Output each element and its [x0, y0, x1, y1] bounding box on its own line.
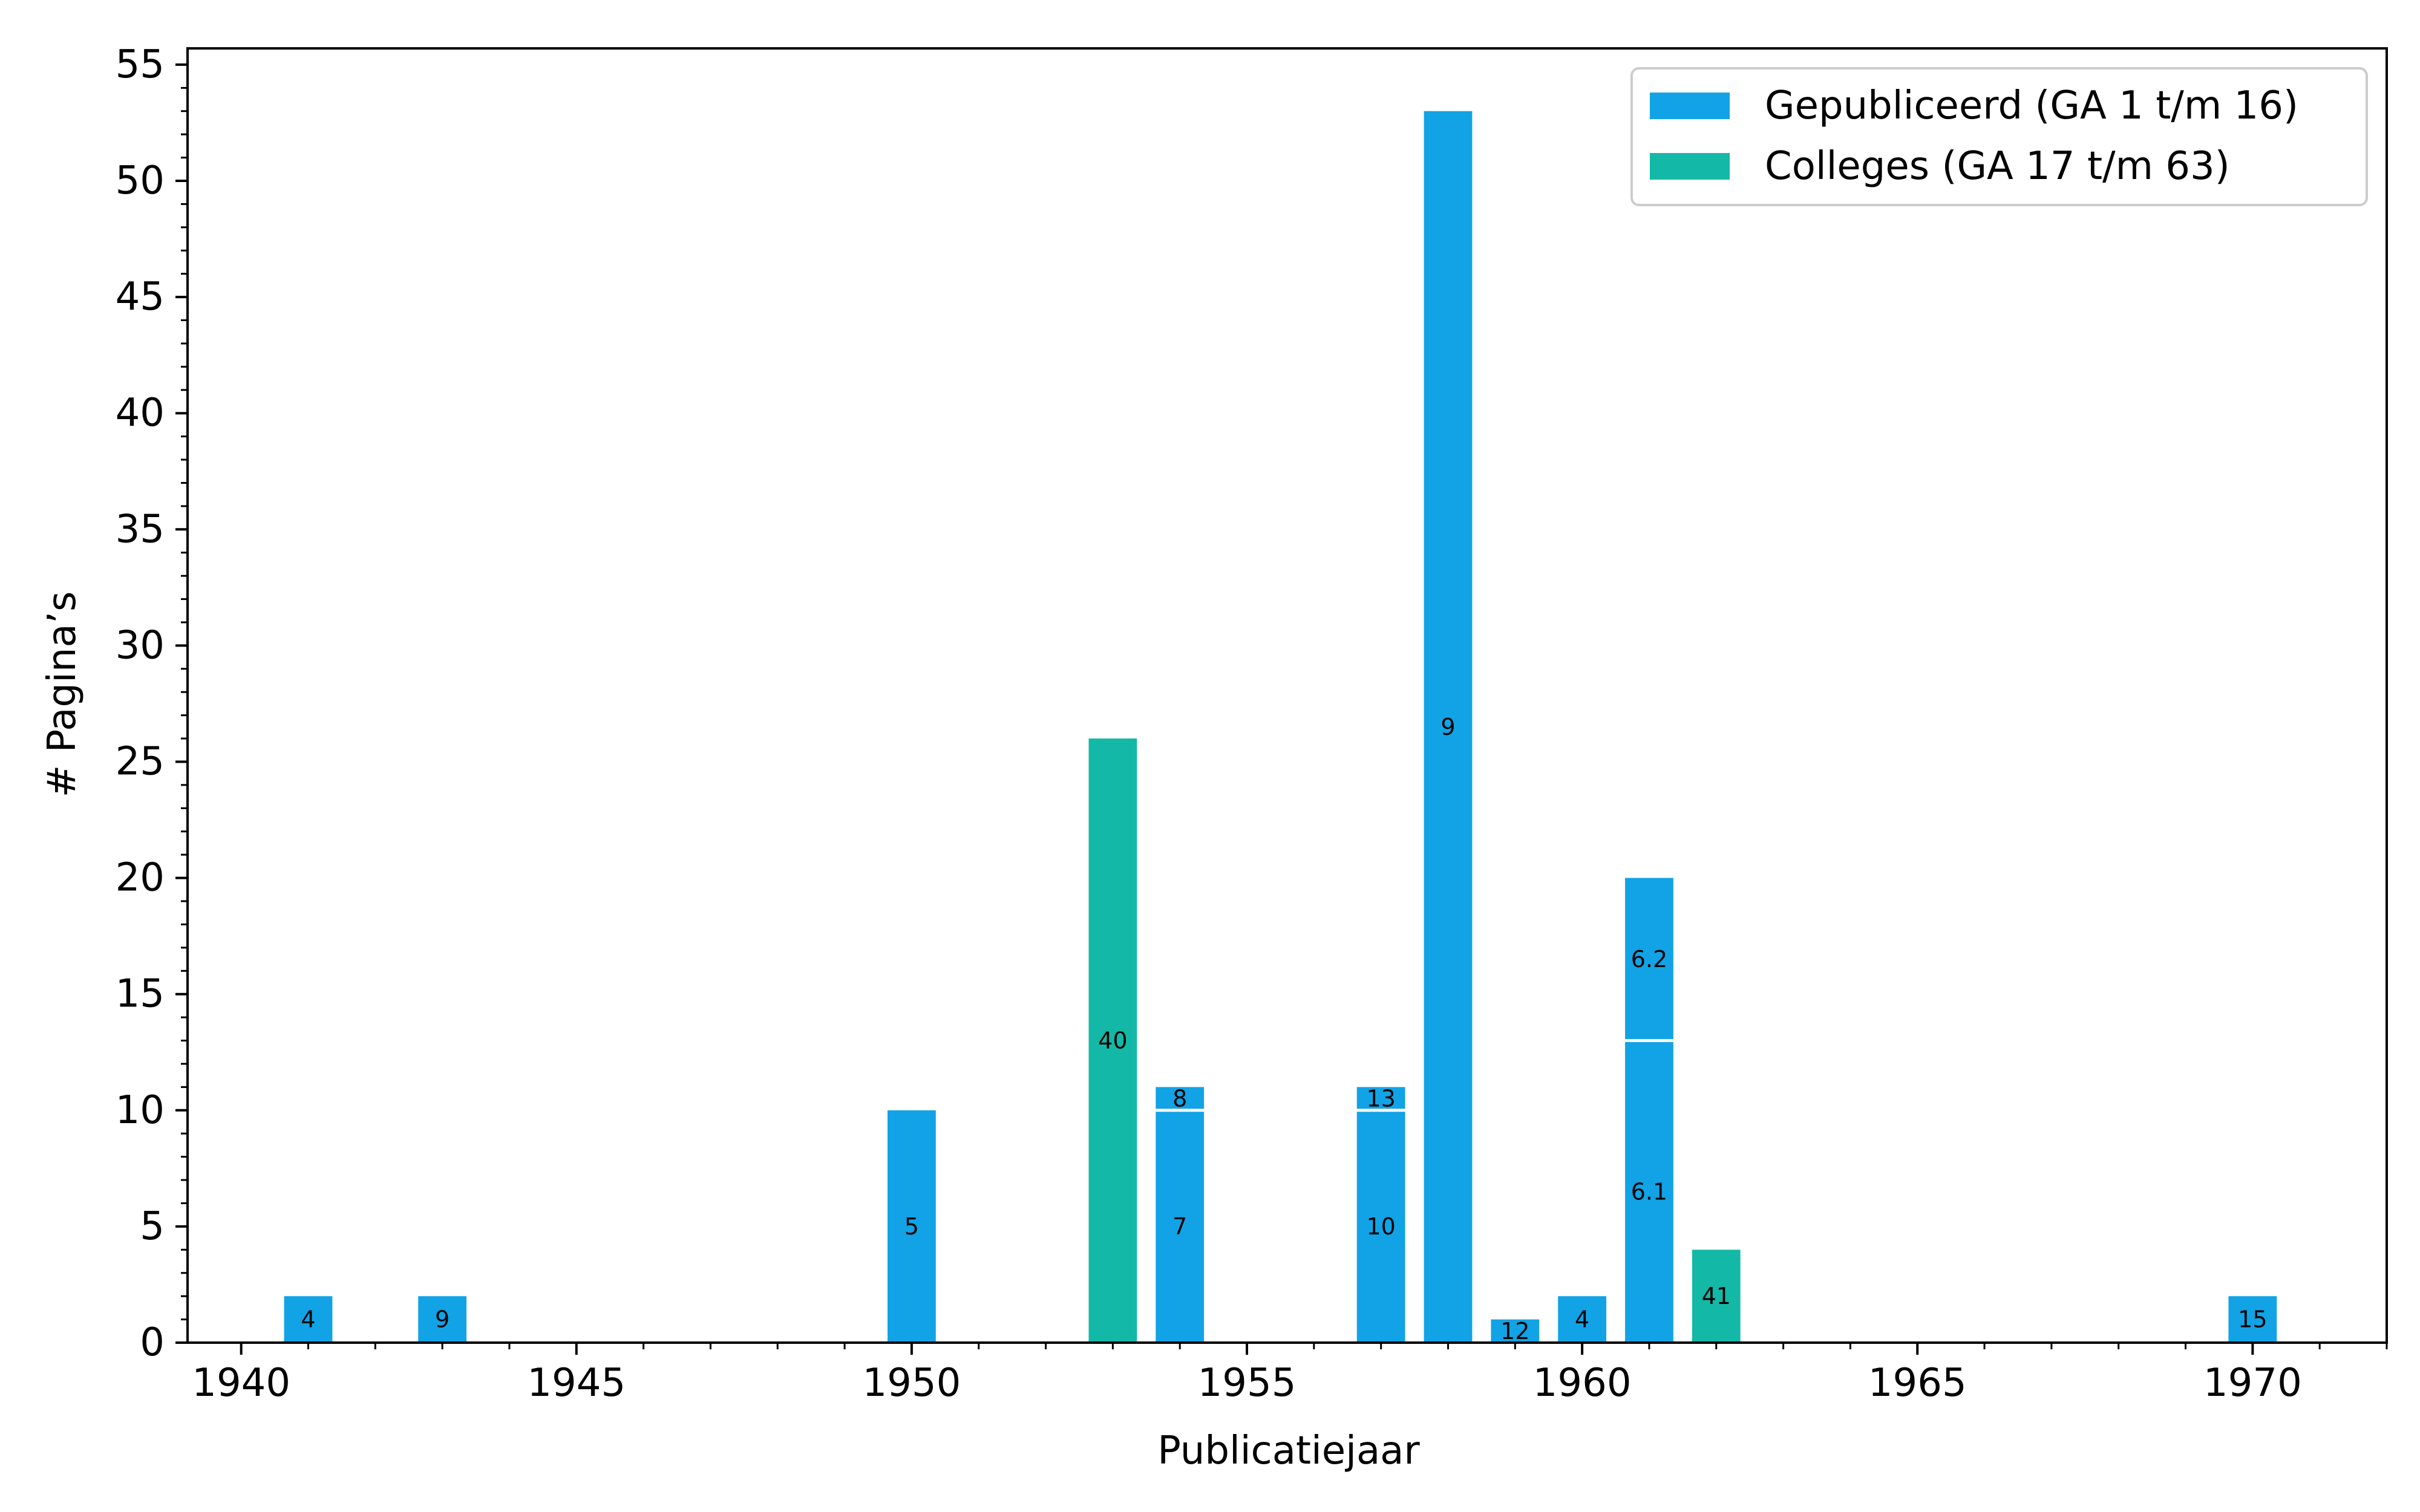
bar-1959-segment-0: [1491, 1319, 1540, 1343]
bar-1950-segment-0: [887, 1110, 936, 1343]
bar-1962-label-0: 41: [1702, 1283, 1731, 1309]
bar-1961-label-0: 6.1: [1631, 1178, 1667, 1205]
bar-1970-label-0: 15: [2238, 1306, 2267, 1333]
bar-1954-segment-0: [1156, 1110, 1205, 1343]
bar-1960-segment-0: [1558, 1296, 1607, 1343]
y-tick-label-30: 30: [116, 623, 165, 668]
ticks-layer: 1940 1945 1950 1955 1960 1965 1970 0 5 10 15 20 25 30…: [116, 42, 2388, 1406]
legend-swatch-published: [1650, 93, 1730, 119]
y-tick-label-15: 15: [116, 972, 165, 1017]
bar-1958-segment-0: [1424, 111, 1473, 1343]
y-tick-label-5: 5: [140, 1204, 165, 1249]
bar-1943-label-0: 9: [435, 1306, 450, 1333]
y-tick-label-10: 10: [116, 1088, 165, 1133]
y-axis-label: # Pagina’s: [40, 591, 85, 798]
bar-1957-segment-0: [1356, 1110, 1405, 1343]
y-tick-label-20: 20: [116, 856, 165, 901]
x-axis-label: Publicatiejaar: [1157, 1429, 1420, 1473]
bar-1954-label-0: 7: [1172, 1213, 1187, 1240]
legend: Gepubliceerd (GA 1 t/m 16) Colleges (GA 1…: [1630, 67, 2368, 206]
bar-1958-label-0: 9: [1441, 714, 1455, 740]
x-tick-label-1955: 1955: [1198, 1361, 1297, 1406]
y-tick-label-40: 40: [116, 391, 165, 435]
bar-1953-segment-0: [1088, 738, 1137, 1343]
bar-1961-segment-0: [1625, 1040, 1673, 1343]
bar-1960-label-0: 4: [1575, 1306, 1589, 1333]
x-tick-label-1965: 1965: [1868, 1361, 1967, 1406]
x-tick-label-1950: 1950: [862, 1361, 961, 1406]
bar-1961-label-1: 6.2: [1631, 946, 1667, 973]
legend-swatch-lectures: [1650, 153, 1730, 180]
y-tick-label-35: 35: [116, 507, 165, 552]
segment-labels-layer: 4 9 5 40 7 8 10 13 9 12 4 6.1 6.2 41 15: [301, 714, 2267, 1344]
bar-1957-label-0: 10: [1366, 1213, 1395, 1240]
bar-1961-segment-1: [1625, 878, 1673, 1041]
bar-1957-label-1: 13: [1366, 1086, 1395, 1112]
bar-1941-label-0: 4: [301, 1306, 315, 1333]
bar-1957-segment-1: [1356, 1087, 1405, 1110]
bar-1959-label-0: 12: [1500, 1318, 1529, 1344]
y-tick-label-55: 55: [116, 42, 165, 87]
x-tick-label-1945: 1945: [527, 1361, 626, 1406]
x-tick-label-1960: 1960: [1533, 1361, 1632, 1406]
bars-layer: [284, 111, 2277, 1343]
y-tick-label-50: 50: [116, 158, 165, 203]
plot-frame: [186, 47, 2388, 1344]
axes-layer: [186, 47, 2388, 1344]
bar-1950-label-0: 5: [904, 1213, 919, 1240]
bar-1941-segment-0: [284, 1296, 333, 1343]
bar-1970-segment-0: [2228, 1296, 2277, 1343]
x-tick-label-1970: 1970: [2203, 1361, 2302, 1406]
bar-1954-segment-1: [1156, 1087, 1205, 1110]
y-tick-label-25: 25: [116, 739, 165, 784]
legend-label-published: Gepubliceerd (GA 1 t/m 16): [1765, 83, 2298, 128]
bar-1962-segment-0: [1692, 1250, 1741, 1343]
legend-box: [1630, 67, 2368, 206]
bar-1943-segment-0: [418, 1296, 467, 1343]
legend-label-lectures: Colleges (GA 17 t/m 63): [1765, 144, 2230, 189]
bar-1954-label-1: 8: [1172, 1086, 1187, 1112]
y-tick-label-0: 0: [140, 1320, 165, 1365]
bar-1953-label-0: 40: [1098, 1028, 1127, 1054]
y-tick-label-45: 45: [116, 275, 165, 319]
x-tick-label-1940: 1940: [192, 1361, 290, 1406]
